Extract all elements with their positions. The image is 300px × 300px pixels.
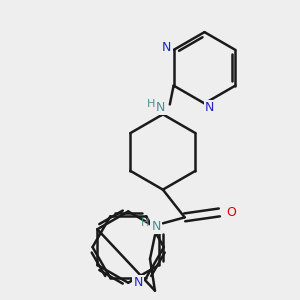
Text: N: N (156, 101, 166, 114)
Text: O: O (226, 206, 236, 219)
Text: H: H (147, 99, 155, 110)
Text: N: N (205, 101, 214, 114)
Text: N: N (151, 220, 160, 233)
Text: N: N (134, 276, 143, 289)
Text: H: H (141, 218, 149, 228)
Text: N: N (162, 41, 171, 55)
